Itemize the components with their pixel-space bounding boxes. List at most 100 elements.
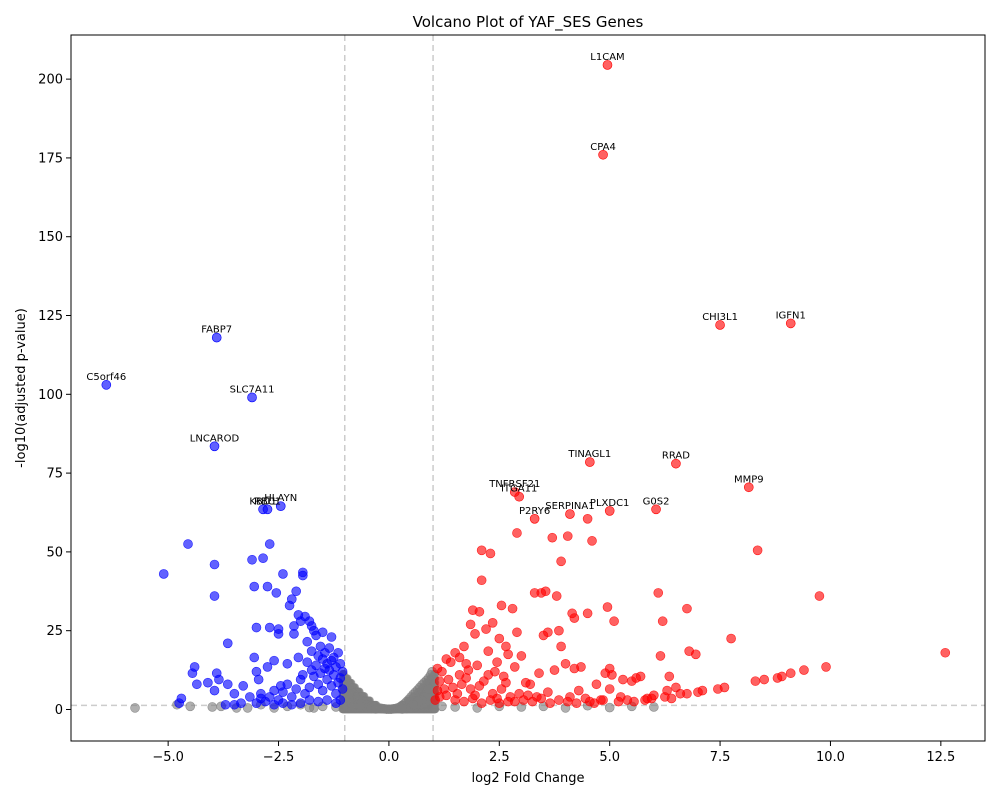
down-point bbox=[209, 591, 220, 601]
down-point bbox=[264, 539, 275, 549]
labeled-gene-point bbox=[743, 482, 754, 493]
up-point bbox=[536, 693, 547, 704]
down-point bbox=[264, 622, 275, 633]
up-point bbox=[556, 641, 566, 652]
gene-label: IGFN1 bbox=[776, 310, 806, 321]
up-point bbox=[649, 690, 659, 701]
down-point bbox=[326, 632, 337, 642]
up-point bbox=[507, 603, 518, 614]
down-point bbox=[289, 629, 299, 639]
gene-label: C5orf46 bbox=[86, 372, 126, 383]
down-point bbox=[249, 652, 260, 663]
up-point bbox=[520, 677, 531, 688]
x-tick-label: 7.5 bbox=[710, 750, 731, 765]
up-point bbox=[569, 663, 580, 674]
down-point bbox=[229, 688, 240, 699]
down-point bbox=[251, 666, 262, 677]
x-tick-label: 5.0 bbox=[599, 750, 620, 765]
non-significant-points bbox=[130, 666, 659, 714]
up-point bbox=[582, 513, 593, 524]
up-point bbox=[573, 685, 584, 696]
up-point bbox=[582, 608, 593, 619]
down-point bbox=[273, 629, 284, 639]
labeled-gene-point bbox=[604, 506, 615, 516]
down-point bbox=[251, 622, 262, 633]
down-point bbox=[328, 652, 339, 663]
down-point bbox=[271, 588, 282, 598]
up-point bbox=[543, 687, 553, 697]
y-tick-label: 25 bbox=[46, 624, 63, 639]
gene-label: RRAD bbox=[662, 451, 690, 462]
x-axis-ticks: −5.0 −2.5 0.0 2.5 5.0 7.5 10.0 12.5 bbox=[152, 741, 955, 765]
up-point bbox=[450, 695, 460, 705]
down-point bbox=[315, 668, 326, 679]
ns-point bbox=[604, 702, 615, 713]
up-point bbox=[560, 658, 571, 669]
ns-point bbox=[355, 701, 366, 712]
down-point bbox=[189, 662, 200, 672]
up-point bbox=[468, 693, 478, 704]
up-point bbox=[494, 698, 505, 708]
gene-label: CPA4 bbox=[590, 142, 616, 153]
up-point bbox=[483, 646, 494, 656]
x-tick-label: −5.0 bbox=[152, 750, 184, 765]
gene-label: SERPINA1 bbox=[545, 501, 594, 512]
up-point bbox=[496, 600, 507, 611]
up-point bbox=[476, 545, 487, 556]
down-point bbox=[236, 698, 246, 708]
down-point bbox=[249, 581, 260, 592]
down-point bbox=[295, 698, 306, 708]
y-tick-label: 100 bbox=[38, 388, 63, 403]
down-point bbox=[262, 662, 273, 672]
down-point bbox=[322, 695, 332, 705]
up-point bbox=[441, 690, 452, 701]
gene-labels: L1CAM CPA4 CHI3L1 IGFN1 MMP9 TINAGL1 RRAD TNFRS… bbox=[86, 52, 806, 524]
gene-label: TNFRSF21 bbox=[488, 479, 540, 490]
ns-point bbox=[408, 699, 418, 710]
ns-point bbox=[649, 702, 659, 712]
down-point bbox=[247, 554, 257, 565]
up-point bbox=[547, 532, 558, 543]
up-point bbox=[580, 693, 591, 704]
up-point bbox=[772, 673, 783, 683]
labeled-gene-point bbox=[258, 504, 268, 515]
up-point bbox=[752, 545, 763, 556]
up-point bbox=[554, 625, 564, 636]
down-point bbox=[291, 586, 301, 597]
down-point bbox=[331, 688, 341, 699]
down-point bbox=[214, 674, 224, 685]
up-point bbox=[684, 646, 694, 656]
up-regulated-points bbox=[430, 513, 951, 708]
labeled-gene-point bbox=[529, 513, 540, 524]
up-point bbox=[821, 662, 831, 672]
labeled-gene-point bbox=[101, 380, 112, 390]
up-point bbox=[485, 548, 496, 559]
up-point bbox=[657, 616, 668, 627]
gene-label: MMP9 bbox=[734, 474, 764, 485]
up-point bbox=[490, 666, 500, 677]
up-point bbox=[759, 674, 770, 685]
up-point bbox=[587, 536, 597, 546]
y-axis-ticks: 0 25 50 75 100 125 150 175 200 bbox=[38, 73, 71, 718]
up-point bbox=[498, 671, 509, 682]
y-tick-label: 150 bbox=[38, 230, 63, 245]
up-point bbox=[516, 651, 527, 661]
up-point bbox=[476, 575, 487, 586]
up-point bbox=[512, 528, 522, 538]
up-point bbox=[618, 674, 628, 685]
down-point bbox=[269, 655, 279, 666]
x-axis-label: log2 Fold Change bbox=[472, 771, 585, 786]
up-point bbox=[598, 695, 608, 705]
down-point bbox=[313, 679, 324, 690]
up-point bbox=[534, 668, 544, 679]
gene-label: FABP7 bbox=[201, 325, 232, 336]
up-point bbox=[615, 692, 626, 702]
y-tick-label: 200 bbox=[38, 73, 63, 88]
up-point bbox=[465, 619, 476, 630]
down-point bbox=[253, 674, 264, 685]
up-point bbox=[441, 654, 452, 664]
down-point bbox=[238, 681, 249, 691]
up-point bbox=[655, 651, 666, 661]
gene-label: TINAGL1 bbox=[567, 449, 611, 460]
up-point bbox=[682, 603, 692, 614]
